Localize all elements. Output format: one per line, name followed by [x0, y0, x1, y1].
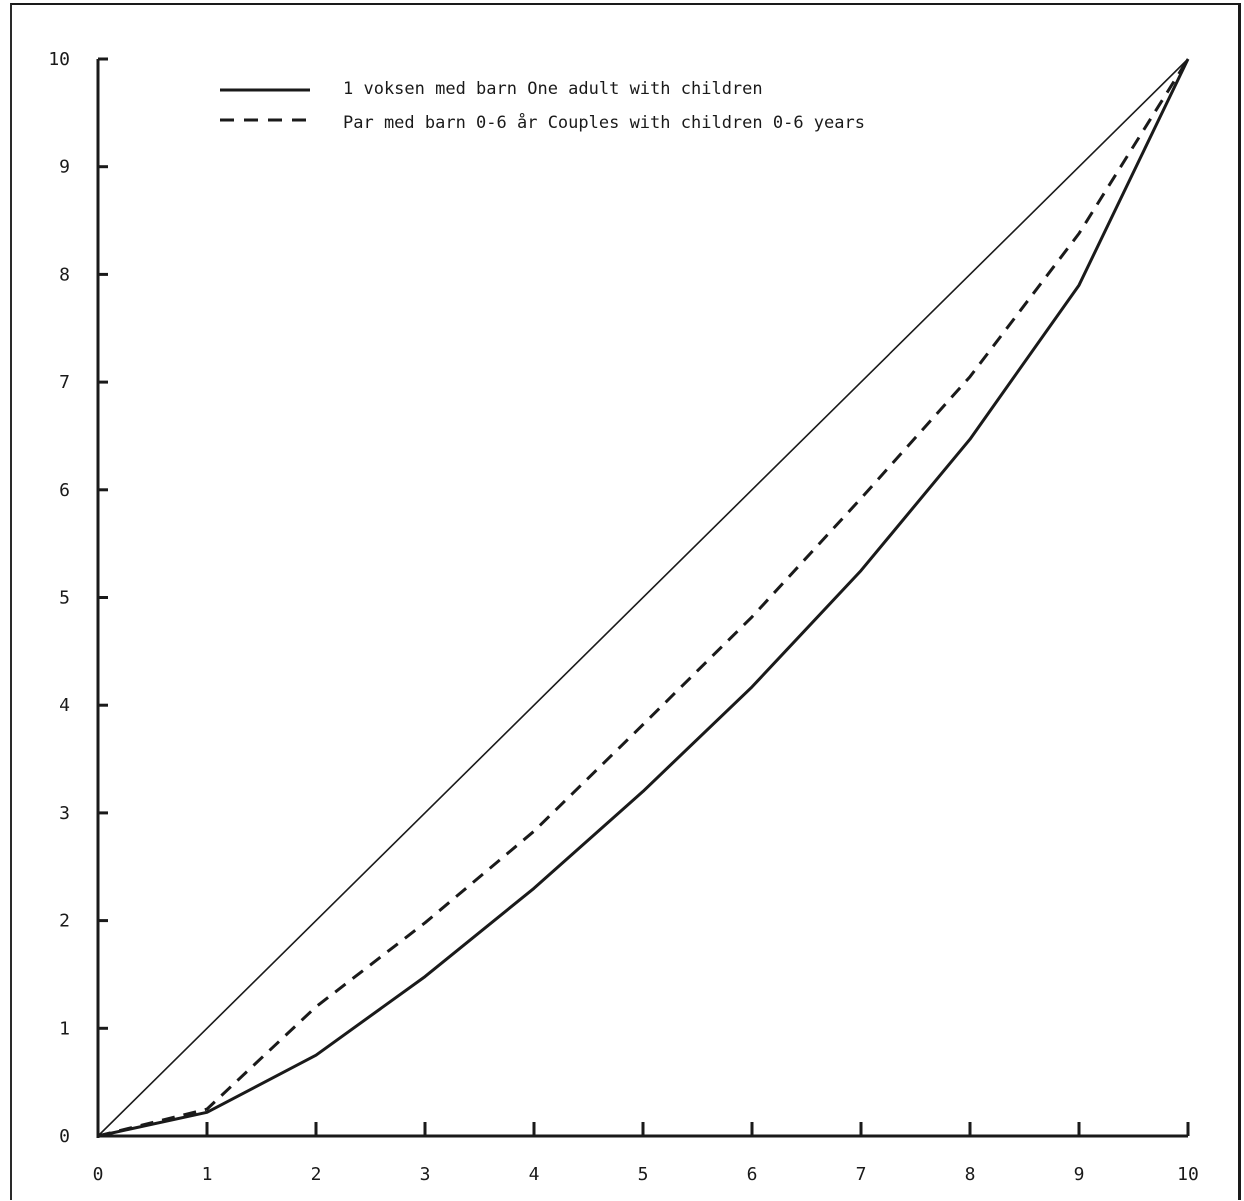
y-tick-label: 3: [59, 803, 70, 824]
x-tick-label: 8: [965, 1164, 976, 1185]
x-tick-label: 7: [856, 1164, 867, 1185]
legend: 1 voksen med barn One adult with childre…: [220, 79, 865, 133]
y-tick-label: 1: [59, 1018, 70, 1039]
y-tick-label: 10: [48, 49, 70, 70]
x-tick-label: 9: [1074, 1164, 1085, 1185]
y-tick-label: 2: [59, 911, 70, 932]
y-tick-label: 8: [59, 264, 70, 285]
x-tick-label: 2: [311, 1164, 322, 1185]
equality-line: [97, 58, 1189, 1137]
y-tick-label: 4: [59, 695, 70, 716]
ticks: 0 1 2 3 4 5 6 7 8 9 10 0 1 2 3 4 5 6 7 8 9 10: [48, 49, 1199, 1185]
y-tick-label: 7: [59, 372, 70, 393]
equality-diagonal: [97, 58, 1189, 1137]
y-tick-label: 5: [59, 588, 70, 609]
x-tick-label: 1: [202, 1164, 213, 1185]
legend-label-couples: Par med barn 0-6 år Couples with childre…: [343, 112, 865, 133]
series-layer: [97, 58, 1190, 1138]
page-frame: [10, 3, 1241, 1200]
y-tick-label: 0: [59, 1126, 70, 1147]
x-tick-label: 10: [1177, 1164, 1199, 1185]
x-tick-label: 4: [529, 1164, 540, 1185]
x-tick-label: 5: [638, 1164, 649, 1185]
legend-label-one-adult: 1 voksen med barn One adult with childre…: [343, 79, 763, 99]
y-tick-label: 6: [59, 480, 70, 501]
x-tick-label: 3: [420, 1164, 431, 1185]
x-tick-label: 0: [93, 1164, 104, 1185]
x-tick-label: 6: [747, 1164, 758, 1185]
y-tick-label: 9: [59, 157, 70, 178]
